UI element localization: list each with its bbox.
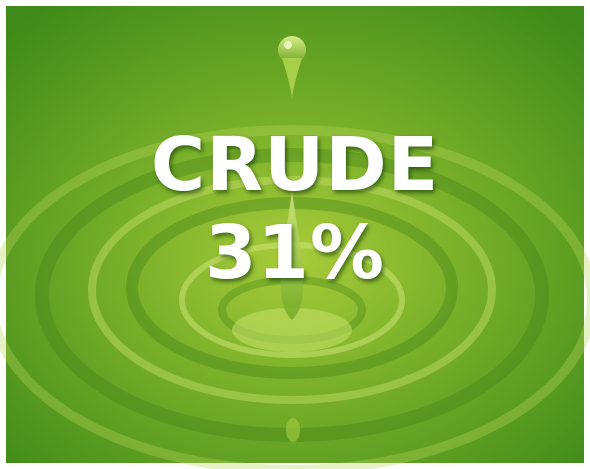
headline: CRUDE: [0, 122, 590, 208]
card: CRUDE 31%: [0, 0, 590, 469]
figure: 31%: [0, 210, 590, 296]
